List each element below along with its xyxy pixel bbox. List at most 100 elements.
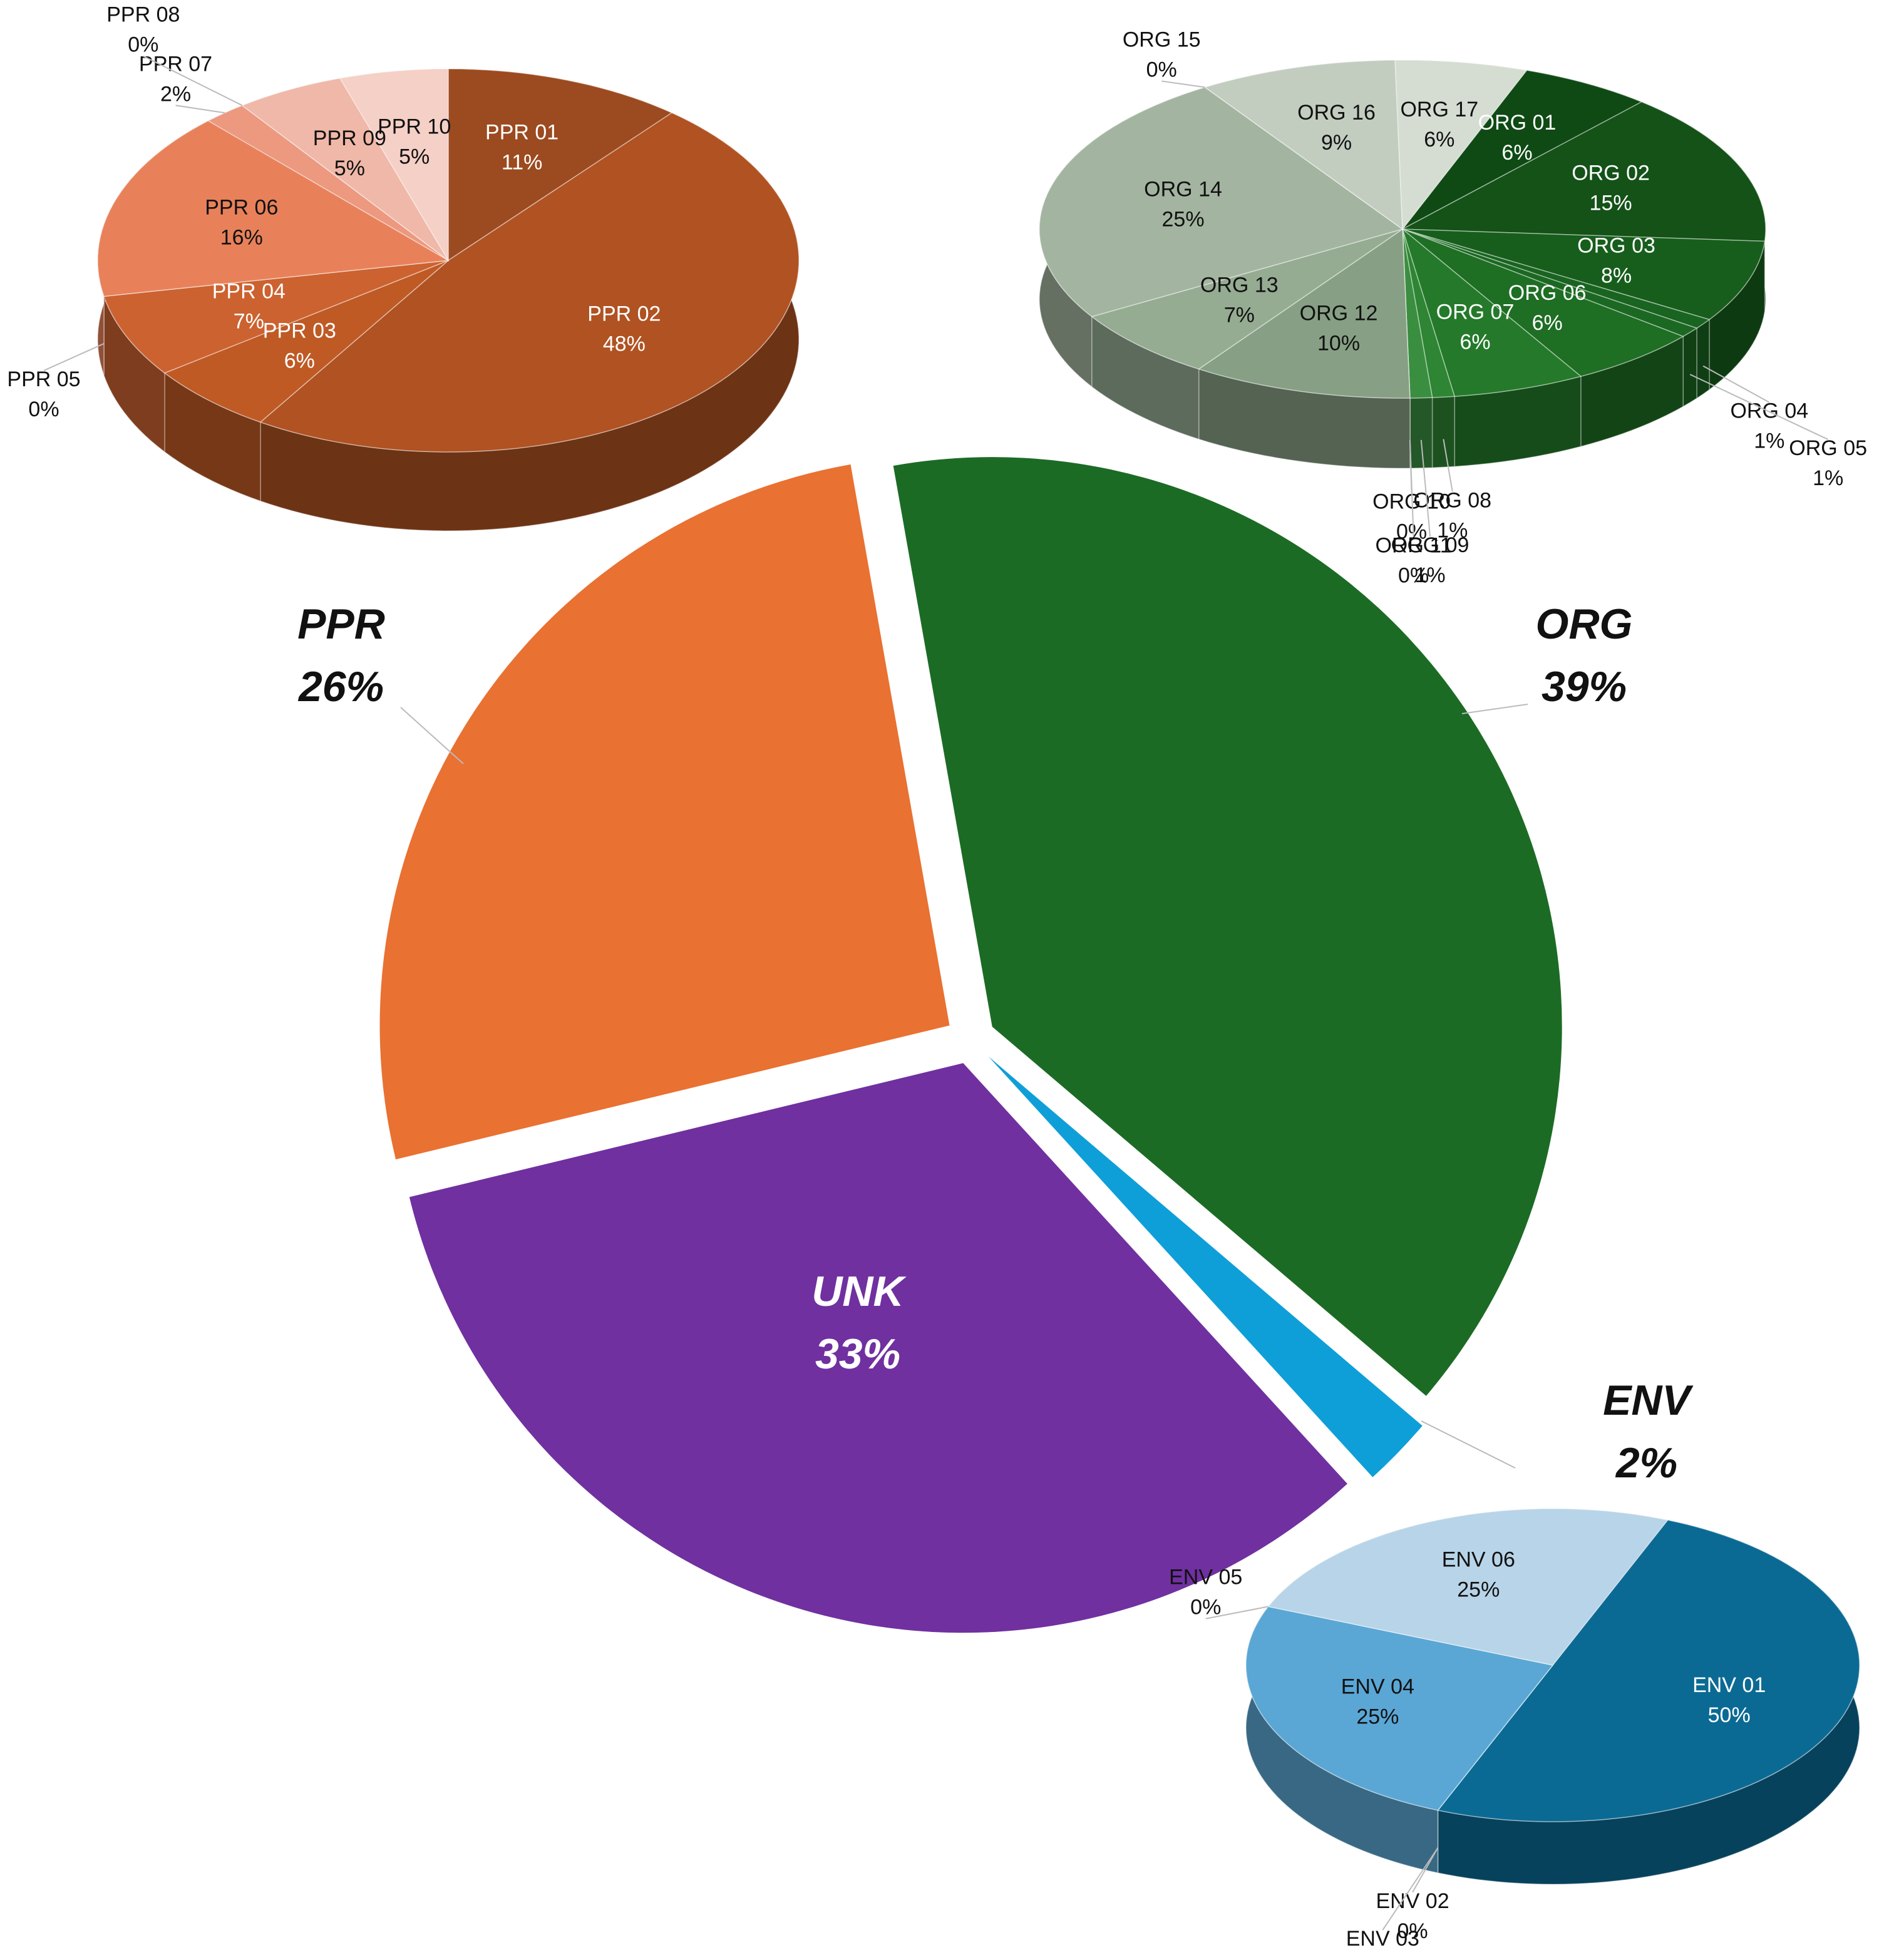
slice-label: PPR 06 <box>205 195 278 219</box>
slice-value-label: 0% <box>1396 520 1427 543</box>
slice-value-label: 2% <box>160 82 191 106</box>
slice-value-label: 15% <box>1590 191 1632 215</box>
slice-side <box>1709 241 1766 391</box>
leader-line <box>175 105 225 114</box>
leader-line <box>1420 439 1431 537</box>
slice-value-label: 1% <box>1754 429 1784 453</box>
slice-label: ENV 06 <box>1442 1547 1515 1571</box>
slice-label: ORG 02 <box>1572 161 1650 185</box>
slice-value-label: 6% <box>1424 128 1454 151</box>
slice-value-label: 39% <box>1542 663 1627 711</box>
leader-line <box>1412 1847 1439 1893</box>
slice-value-label: 0% <box>1398 564 1429 588</box>
slice-label: ORG 12 <box>1300 302 1378 326</box>
slice-value-label: 25% <box>1457 1578 1500 1601</box>
pie-slice <box>893 457 1562 1396</box>
pie-slice <box>1402 228 1698 337</box>
pie-slice <box>1402 228 1766 321</box>
slice-value-label: 2% <box>1615 1439 1677 1487</box>
slice-label: ENV 02 <box>1376 1889 1449 1913</box>
slice-value-label: 0% <box>1397 1919 1428 1943</box>
leader-line <box>1382 1847 1439 1931</box>
leader-line <box>1443 439 1453 492</box>
pie-slice <box>448 68 673 262</box>
pie-slice <box>241 78 449 261</box>
pie-slice <box>1197 228 1411 399</box>
slice-value-label: 25% <box>1162 207 1205 231</box>
leader-line <box>43 343 105 371</box>
slice-value-label: 6% <box>1501 141 1532 165</box>
slice-label: ORG 05 <box>1789 436 1867 460</box>
slice-value-label: 50% <box>1708 1703 1751 1727</box>
slice-side <box>1409 397 1433 469</box>
pie-slice <box>1039 86 1404 317</box>
slice-label: PPR 01 <box>485 120 558 144</box>
slice-value-label: 0% <box>28 398 59 421</box>
slice-value-label: 5% <box>334 156 365 180</box>
slice-label: ENV 03 <box>1346 1927 1419 1951</box>
pie-slice <box>1402 228 1711 329</box>
slice-label: ORG 07 <box>1436 300 1515 324</box>
slice-label: ENV 05 <box>1169 1566 1242 1589</box>
slice-value-label: 10% <box>1317 332 1360 356</box>
slice-value-label: 11% <box>502 150 543 174</box>
leader-line <box>400 707 464 764</box>
leader-line <box>1702 365 1770 403</box>
slice-label: PPR 09 <box>313 126 386 150</box>
leader-line <box>1205 1606 1269 1619</box>
slice-label: ORG 03 <box>1577 233 1655 257</box>
slice-value-label: 7% <box>234 309 264 333</box>
pie-slice <box>103 260 449 374</box>
slice-label: ORG 17 <box>1400 98 1478 121</box>
slice-value-label: 48% <box>603 332 646 356</box>
leader-line <box>1421 1420 1516 1469</box>
pie-slice <box>1401 227 1582 398</box>
slice-value-label: 1% <box>1813 466 1843 490</box>
leader-line <box>1409 440 1414 537</box>
slice-side <box>1696 319 1710 399</box>
slice-label: ORG 01 <box>1478 111 1557 135</box>
slice-label: ORG 15 <box>1123 28 1201 52</box>
pie-slice <box>1267 1508 1669 1666</box>
slice-value-label: 25% <box>1356 1705 1399 1729</box>
slice-side <box>1091 316 1200 440</box>
slice-value-label: 0% <box>1367 1957 1398 1960</box>
slice-label: ENV 01 <box>1692 1673 1766 1697</box>
pie-slice <box>379 464 950 1160</box>
slice-label: PPR <box>297 600 385 648</box>
leader-line <box>143 55 243 106</box>
slice-value-label: 16% <box>220 225 263 249</box>
slice-value-label: 8% <box>1601 264 1632 287</box>
slice-label: ORG 16 <box>1297 101 1376 125</box>
pie-slice <box>1203 59 1403 230</box>
slice-side <box>1682 327 1697 408</box>
slice-value-label: 6% <box>284 349 315 372</box>
slice-value-label: 9% <box>1321 131 1352 155</box>
slice-label: PPR 02 <box>587 302 661 326</box>
slice-label: PPR 03 <box>263 319 336 342</box>
pie-slice <box>988 1056 1423 1477</box>
slice-value-label: 0% <box>128 33 158 57</box>
slice-value-label: 1% <box>1414 563 1445 587</box>
slice-label: ORG 11 <box>1376 534 1452 558</box>
slice-label: PPR 10 <box>378 115 451 139</box>
slice-label: ORG 14 <box>1144 177 1222 201</box>
leader-line <box>1689 374 1829 440</box>
slice-label: ORG 06 <box>1508 281 1587 305</box>
slice-value-label: 26% <box>297 663 384 711</box>
pie-slice <box>97 120 450 297</box>
pie-slice <box>409 1063 1347 1633</box>
slice-label: ENV <box>1603 1377 1694 1424</box>
slice-label: ENV 04 <box>1341 1675 1414 1699</box>
pie-slice <box>1402 228 1433 399</box>
pie-slice <box>163 260 449 423</box>
pie-slice <box>1401 101 1766 242</box>
pie-slice <box>1402 69 1643 230</box>
slice-value-label: 1% <box>1437 518 1468 542</box>
slice-value-label: 5% <box>399 145 430 169</box>
slice-side <box>1580 336 1684 448</box>
slice-label: ORG 13 <box>1200 273 1279 297</box>
slice-value-label: 7% <box>1224 303 1255 327</box>
leader-line <box>1461 704 1528 714</box>
